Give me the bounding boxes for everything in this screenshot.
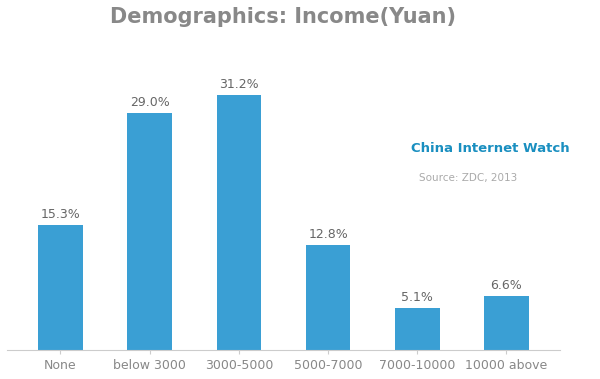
Text: 12.8%: 12.8% xyxy=(308,229,348,241)
Text: 6.6%: 6.6% xyxy=(491,279,523,292)
Text: Source: ZDC, 2013: Source: ZDC, 2013 xyxy=(419,173,517,183)
Bar xyxy=(217,95,261,350)
Title: Demographics: Income(Yuan): Demographics: Income(Yuan) xyxy=(110,7,457,27)
Bar xyxy=(306,246,350,350)
Bar xyxy=(395,309,440,350)
Text: 5.1%: 5.1% xyxy=(401,291,433,304)
Text: 15.3%: 15.3% xyxy=(41,208,80,221)
Text: China Internet Watch: China Internet Watch xyxy=(410,142,569,155)
Bar xyxy=(38,225,83,350)
Bar xyxy=(484,296,529,350)
Bar xyxy=(127,113,172,350)
Text: 29.0%: 29.0% xyxy=(130,96,170,109)
Text: 31.2%: 31.2% xyxy=(219,78,259,91)
